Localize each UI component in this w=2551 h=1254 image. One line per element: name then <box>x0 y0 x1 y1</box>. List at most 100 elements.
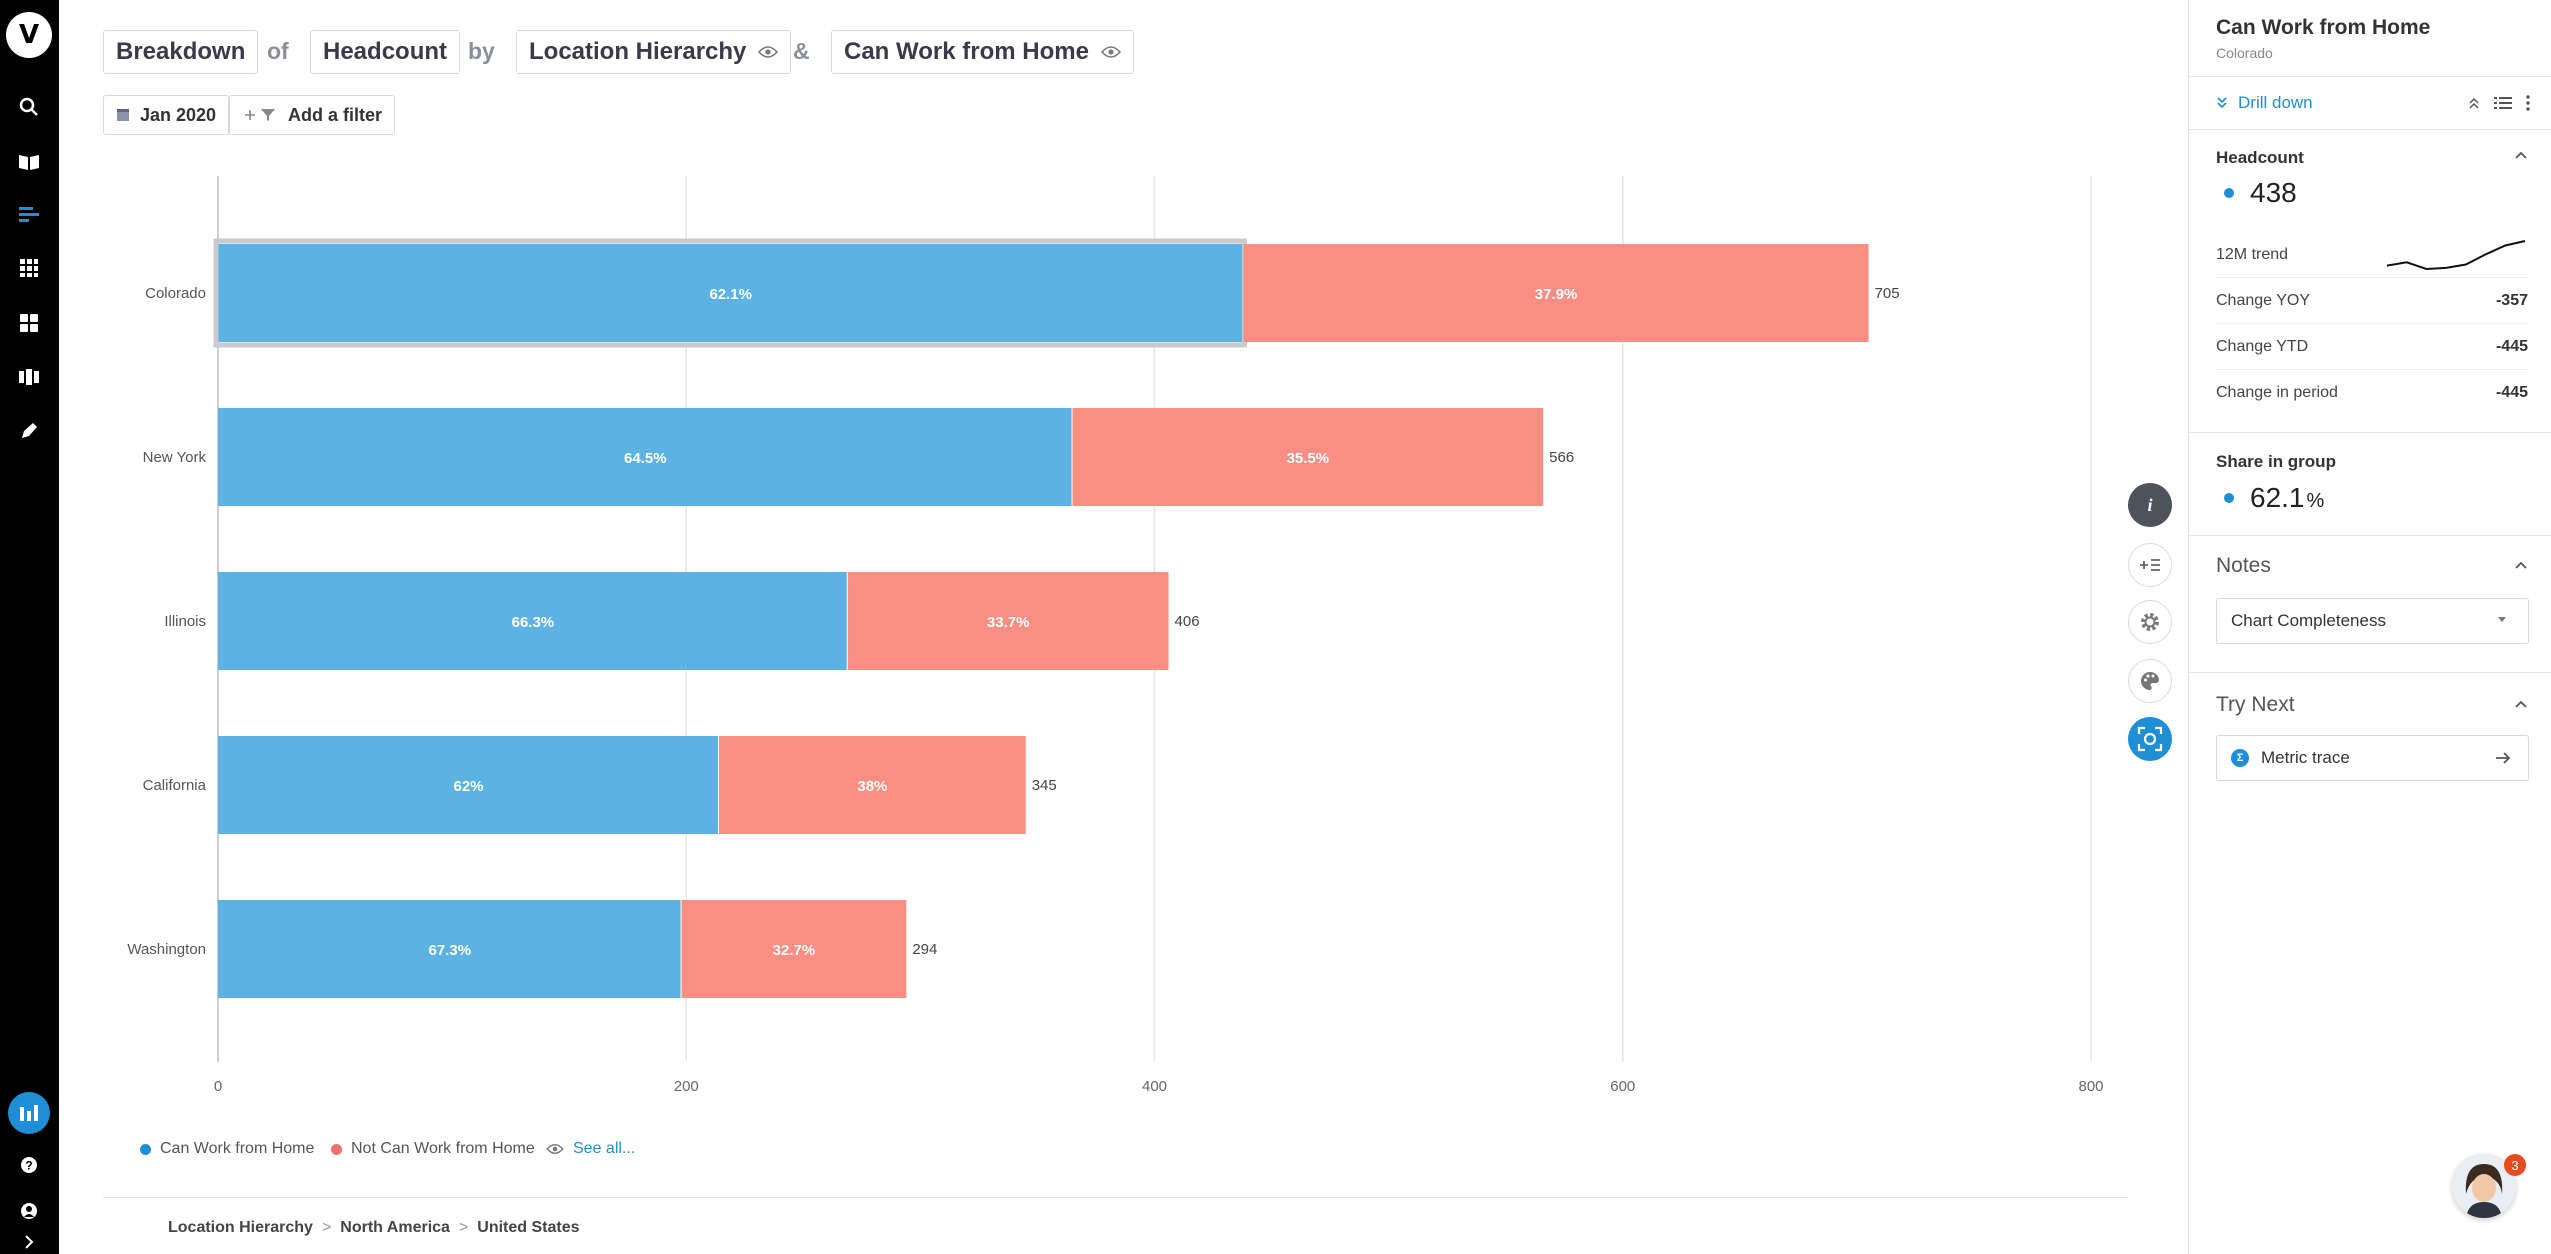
chevron-up-icon[interactable] <box>2514 150 2528 160</box>
bar-percent-label: 37.9% <box>1535 286 1578 303</box>
panel-subtitle: Colorado <box>2216 45 2273 61</box>
palette-icon <box>2141 672 2159 690</box>
change-ytd-label: Change YTD <box>2216 337 2309 355</box>
notes-select[interactable]: Chart Completeness <box>2216 598 2529 644</box>
bar-total-label: 705 <box>1875 285 1900 302</box>
breakdown-pill[interactable]: Breakdown <box>103 30 259 74</box>
book-icon[interactable] <box>14 147 44 177</box>
chart-footer-divider <box>103 1197 2128 1198</box>
bar-percent-label: 67.3% <box>429 942 472 959</box>
snapshot-button[interactable] <box>2128 717 2172 761</box>
notes-section-title: Notes <box>2216 554 2271 577</box>
split-pill[interactable]: Can Work from Home <box>831 30 1134 74</box>
breadcrumb-separator: > <box>458 1219 469 1236</box>
group-by-pill[interactable]: Location Hierarchy <box>516 30 792 74</box>
palette-button[interactable] <box>2128 659 2172 703</box>
chevron-up-icon[interactable] <box>2514 699 2528 709</box>
expand-rail-icon[interactable] <box>14 1230 44 1254</box>
svg-text:i: i <box>2147 495 2152 515</box>
breakdown-chart-icon[interactable] <box>14 200 44 230</box>
analytics-bars-button[interactable] <box>8 1092 50 1134</box>
metric-trace-button[interactable]: Σ Metric trace <box>2216 735 2529 781</box>
add-list-icon <box>2140 559 2160 571</box>
chevron-up-icon[interactable] <box>2514 560 2528 570</box>
bar-percent-label: 32.7% <box>773 942 816 959</box>
add-metric-button[interactable] <box>2128 543 2172 587</box>
left-navigation-rail: V ? <box>0 0 59 1254</box>
breadcrumb: Location Hierarchy > North America > Uni… <box>168 1219 580 1237</box>
change-ytd-value: -445 <box>2495 337 2528 355</box>
collapse-all-icon[interactable] <box>2468 96 2480 110</box>
x-tick-label: 800 <box>2078 1078 2103 1095</box>
change-yoy-row: Change YOY -357 <box>2216 278 2528 324</box>
headcount-section-title: Headcount <box>2216 148 2304 167</box>
bar-total-label: 406 <box>1175 613 1200 630</box>
info-icon: i <box>2147 495 2152 515</box>
bar-can-work[interactable] <box>218 572 847 670</box>
grid-apps-icon[interactable] <box>14 253 44 283</box>
double-chevron-down-icon <box>2217 97 2227 109</box>
bar-not-can-work[interactable] <box>719 736 1026 834</box>
trend-label: 12M trend <box>2216 245 2289 263</box>
share-unit: % <box>2306 489 2325 512</box>
details-panel: Can Work from Home Colorado Drill down H… <box>2188 0 2551 1254</box>
eye-icon[interactable] <box>758 45 779 59</box>
app-logo[interactable]: V <box>6 12 52 58</box>
bar-can-work[interactable] <box>218 736 719 834</box>
eye-icon <box>546 1144 564 1154</box>
share-section-title: Share in group <box>2216 452 2336 471</box>
stories-icon[interactable] <box>14 362 44 392</box>
gear-icon <box>2141 613 2159 631</box>
trend-sparkline <box>2386 239 2526 270</box>
bar-not-can-work[interactable] <box>681 900 907 998</box>
add-filter-label: Add a filter <box>288 104 383 125</box>
bar-can-work[interactable] <box>218 900 681 998</box>
help-icon[interactable]: ? <box>14 1150 44 1180</box>
bar-can-work[interactable] <box>218 408 1072 506</box>
dashboard-icon[interactable] <box>14 308 44 338</box>
bar-not-can-work[interactable] <box>847 572 1169 670</box>
category-label: California <box>143 777 207 794</box>
add-filter-button[interactable]: Add a filter <box>229 95 396 135</box>
info-button[interactable]: i <box>2128 483 2172 527</box>
eye-icon[interactable] <box>1100 45 1121 59</box>
headcount-value: 438 <box>2216 177 2297 209</box>
bar-total-label: 345 <box>1032 777 1057 794</box>
bar-can-work[interactable] <box>218 244 1243 342</box>
group-by-label: Location Hierarchy <box>529 38 747 65</box>
legend-dot-can-work <box>140 1143 151 1155</box>
panel-divider <box>2189 672 2551 673</box>
breadcrumb-item-united-states[interactable]: United States <box>477 1219 580 1236</box>
date-filter-label: Jan 2020 <box>140 104 217 125</box>
search-icon[interactable] <box>14 92 44 122</box>
legend-item-can-work[interactable]: Can Work from Home <box>140 1140 314 1158</box>
breadcrumb-item-north-america[interactable]: North America <box>340 1219 450 1236</box>
settings-button[interactable] <box>2128 600 2172 644</box>
series-dot <box>2224 493 2234 503</box>
breadcrumb-item-location-hierarchy[interactable]: Location Hierarchy <box>168 1219 313 1236</box>
category-label: Washington <box>127 941 206 958</box>
ampersand-connector: & <box>793 38 810 64</box>
bar-percent-label: 64.5% <box>624 450 667 467</box>
metric-trace-label: Metric trace <box>2261 748 2350 767</box>
split-label: Can Work from Home <box>844 38 1089 65</box>
list-icon[interactable] <box>2494 96 2512 110</box>
bar-not-can-work[interactable] <box>1243 244 1869 342</box>
category-label: Illinois <box>164 613 206 630</box>
see-all-link[interactable]: See all... <box>546 1140 635 1158</box>
try-next-section-title: Try Next <box>2216 693 2295 716</box>
panel-toolbar <box>2468 95 2530 111</box>
date-filter-button[interactable]: Jan 2020 <box>103 95 230 135</box>
bar-not-can-work[interactable] <box>1072 408 1544 506</box>
category-label: New York <box>143 449 207 466</box>
metric-pill[interactable]: Headcount <box>310 30 461 74</box>
x-tick-label: 0 <box>214 1078 222 1095</box>
drill-down-button[interactable]: Drill down <box>2216 93 2313 113</box>
pen-icon[interactable] <box>14 416 44 446</box>
bar-percent-label: 66.3% <box>512 614 555 631</box>
bar-percent-label: 35.5% <box>1287 450 1330 467</box>
change-yoy-value: -357 <box>2495 291 2528 309</box>
legend-item-not-can-work[interactable]: Not Can Work from Home <box>331 1140 535 1158</box>
user-account-icon[interactable] <box>14 1196 44 1226</box>
more-vertical-icon[interactable] <box>2526 95 2530 111</box>
